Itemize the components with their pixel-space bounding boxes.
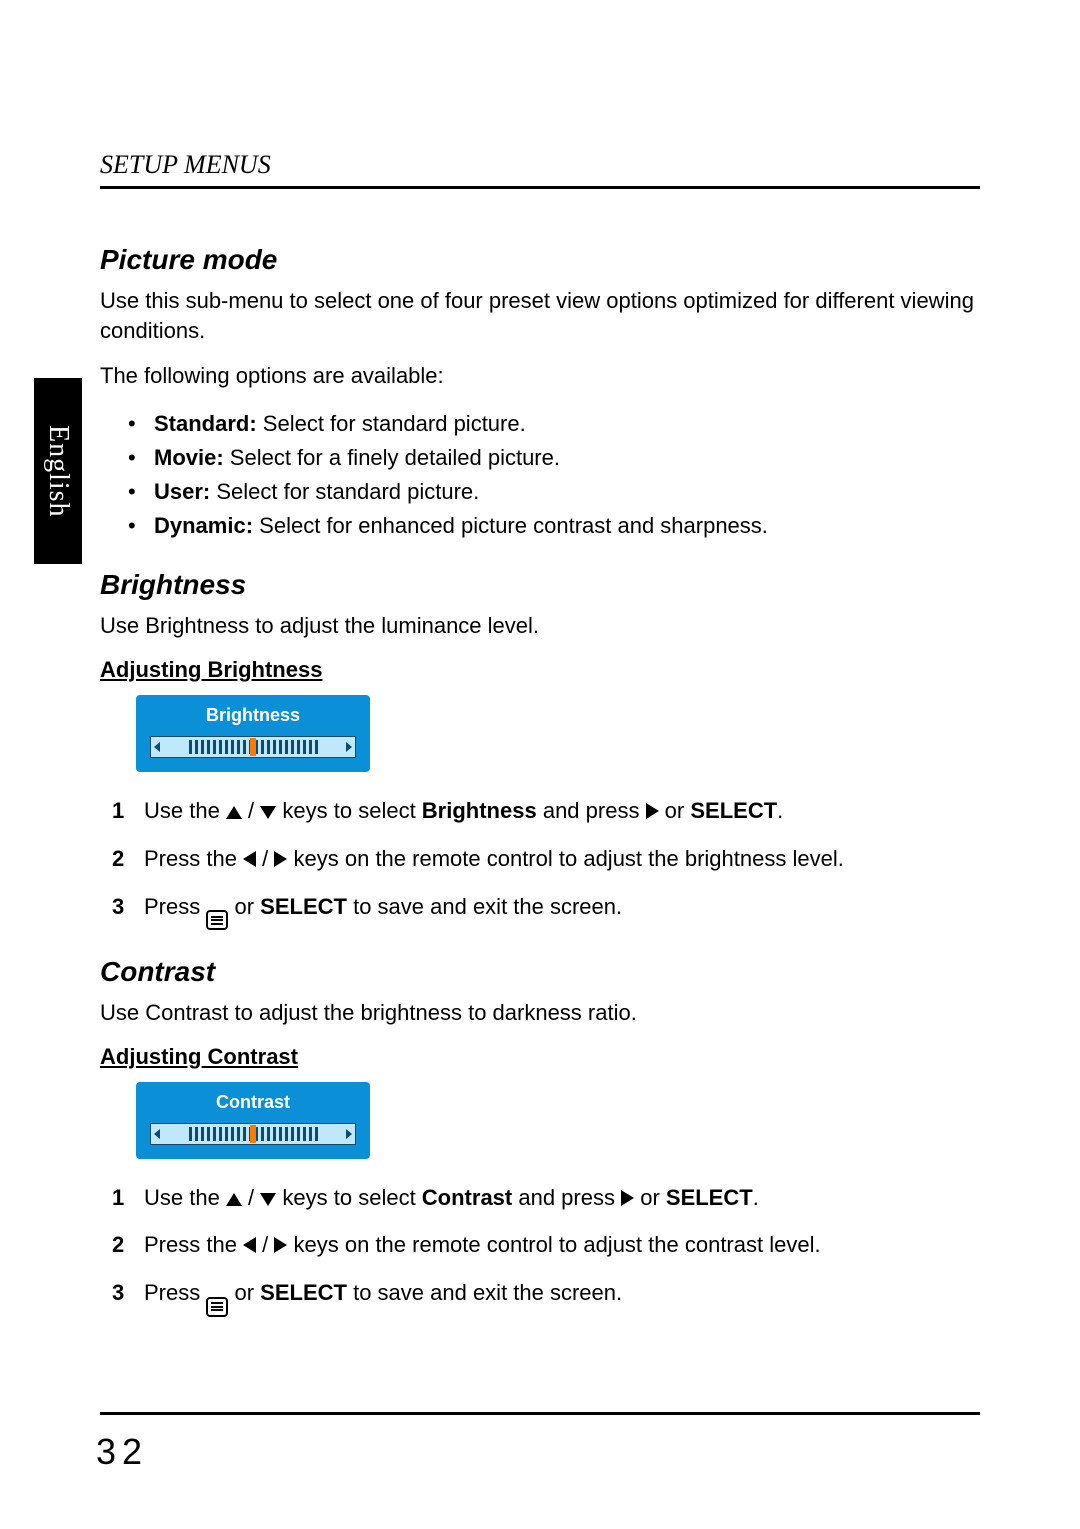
- option-desc: Select for standard picture.: [210, 479, 479, 504]
- slider-ticks: [163, 740, 343, 754]
- step-number: 3: [112, 1278, 130, 1308]
- down-arrow-icon: [260, 1193, 276, 1206]
- contrast-slider: [150, 1123, 356, 1145]
- option-desc: Select for a finely detailed picture.: [224, 445, 560, 470]
- step-number: 1: [112, 1183, 130, 1213]
- brightness-subhead: Adjusting Brightness: [100, 657, 980, 683]
- step-number: 2: [112, 1230, 130, 1260]
- brightness-slider: [150, 736, 356, 758]
- down-arrow-icon: [260, 806, 276, 819]
- language-tab: English: [34, 378, 82, 564]
- menu-icon: [206, 1297, 228, 1317]
- picture-mode-available: The following options are available:: [100, 361, 980, 391]
- contrast-subhead: Adjusting Contrast: [100, 1044, 980, 1070]
- picture-mode-options: Standard: Select for standard picture. M…: [128, 407, 980, 543]
- left-arrow-icon: [243, 851, 256, 867]
- right-arrow-icon: [621, 1190, 634, 1206]
- contrast-osd-title: Contrast: [150, 1092, 356, 1113]
- list-item: Movie: Select for a finely detailed pict…: [128, 441, 980, 475]
- right-arrow-icon: [646, 803, 659, 819]
- brightness-osd: Brightness: [136, 695, 370, 772]
- page-number: 32: [96, 1431, 148, 1473]
- right-arrow-icon: [274, 851, 287, 867]
- section-heading-picture-mode: Picture mode: [100, 244, 980, 276]
- list-item: User: Select for standard picture.: [128, 475, 980, 509]
- option-desc: Select for enhanced picture contrast and…: [253, 513, 768, 538]
- step-text: Use the / keys to select Brightness and …: [144, 796, 980, 826]
- header-rule: [100, 186, 980, 189]
- slider-right-arrow-icon: [346, 742, 352, 752]
- option-name: Dynamic:: [154, 513, 253, 538]
- picture-mode-intro: Use this sub-menu to select one of four …: [100, 286, 980, 345]
- step-number: 3: [112, 892, 130, 922]
- slider-thumb: [250, 1125, 256, 1143]
- slider-ticks: [163, 1127, 343, 1141]
- brightness-steps: 1 Use the / keys to select Brightness an…: [112, 796, 980, 930]
- step: 2 Press the / keys on the remote control…: [112, 1230, 980, 1260]
- brightness-osd-title: Brightness: [150, 705, 356, 726]
- step: 1 Use the / keys to select Contrast and …: [112, 1183, 980, 1213]
- contrast-osd: Contrast: [136, 1082, 370, 1159]
- footer-rule: [100, 1412, 980, 1415]
- option-name: User:: [154, 479, 210, 504]
- list-item: Standard: Select for standard picture.: [128, 407, 980, 441]
- option-name: Standard:: [154, 411, 257, 436]
- step: 1 Use the / keys to select Brightness an…: [112, 796, 980, 826]
- slider-left-arrow-icon: [154, 742, 160, 752]
- slider-left-arrow-icon: [154, 1129, 160, 1139]
- option-desc: Select for standard picture.: [257, 411, 526, 436]
- step: 3 Press or SELECT to save and exit the s…: [112, 1278, 980, 1317]
- step-text: Press the / keys on the remote control t…: [144, 844, 980, 874]
- slider-thumb: [250, 738, 256, 756]
- contrast-steps: 1 Use the / keys to select Contrast and …: [112, 1183, 980, 1317]
- slider-right-arrow-icon: [346, 1129, 352, 1139]
- step-text: Use the / keys to select Contrast and pr…: [144, 1183, 980, 1213]
- page: English SETUP MENUS Picture mode Use thi…: [0, 0, 1080, 1529]
- step: 2 Press the / keys on the remote control…: [112, 844, 980, 874]
- right-arrow-icon: [274, 1237, 287, 1253]
- brightness-intro: Use Brightness to adjust the luminance l…: [100, 611, 980, 641]
- section-heading-contrast: Contrast: [100, 956, 980, 988]
- contrast-intro: Use Contrast to adjust the brightness to…: [100, 998, 980, 1028]
- step-text: Press or SELECT to save and exit the scr…: [144, 1278, 980, 1317]
- option-name: Movie:: [154, 445, 224, 470]
- step-number: 1: [112, 796, 130, 826]
- up-arrow-icon: [226, 1193, 242, 1206]
- list-item: Dynamic: Select for enhanced picture con…: [128, 509, 980, 543]
- step-text: Press the / keys on the remote control t…: [144, 1230, 980, 1260]
- header-title: SETUP MENUS: [100, 150, 980, 180]
- step: 3 Press or SELECT to save and exit the s…: [112, 892, 980, 931]
- up-arrow-icon: [226, 806, 242, 819]
- step-text: Press or SELECT to save and exit the scr…: [144, 892, 980, 931]
- step-number: 2: [112, 844, 130, 874]
- menu-icon: [206, 910, 228, 930]
- section-heading-brightness: Brightness: [100, 569, 980, 601]
- left-arrow-icon: [243, 1237, 256, 1253]
